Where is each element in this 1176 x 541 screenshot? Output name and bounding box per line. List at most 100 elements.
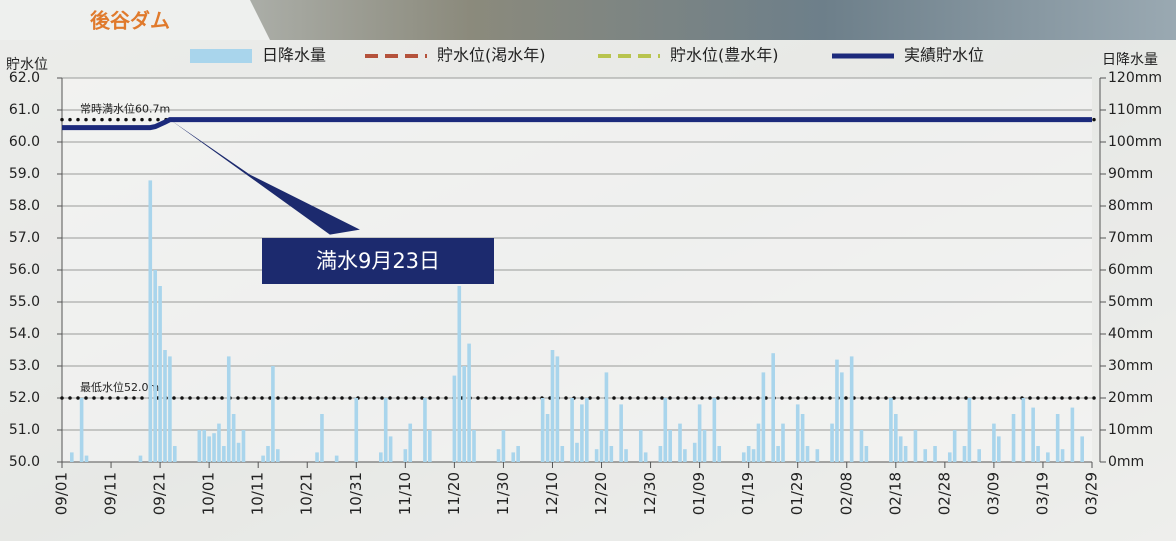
rain-bar (933, 446, 937, 462)
rain-bar (683, 449, 687, 462)
rain-bar (977, 449, 981, 462)
y2-tick-label: 50mm (1108, 294, 1153, 310)
rain-bar (84, 455, 89, 462)
rain-bar (457, 286, 462, 462)
rain-bar (643, 452, 648, 462)
reference-label: 最低水位52.0m (80, 380, 159, 394)
x-tick-label: 11/10 (396, 472, 414, 515)
rain-bar (800, 414, 805, 462)
legend-label: 日降水量 (262, 46, 326, 65)
x-tick-label: 02/08 (837, 472, 855, 515)
rain-bar (864, 446, 869, 462)
rain-bar (741, 452, 746, 462)
level-line (62, 117, 1092, 131)
x-tick-label: 02/18 (886, 472, 904, 515)
y2-tick-label: 110mm (1108, 102, 1162, 118)
x-tick-label: 09/11 (102, 472, 120, 515)
rain-bar (1080, 436, 1084, 462)
y2-tick-label: 100mm (1108, 134, 1162, 150)
rain-bar (158, 286, 162, 462)
rain-bar (678, 423, 682, 462)
y-tick-label: 57.0 (9, 230, 40, 246)
y2-tick-label: 30mm (1108, 358, 1153, 374)
rain-bar (594, 449, 599, 462)
y-tick-label: 60.0 (9, 134, 40, 150)
rain-bar (511, 452, 516, 462)
rain-bar (913, 430, 918, 462)
rain-bar (692, 442, 697, 462)
rain-bar (1046, 452, 1050, 462)
x-tick-label: 12/20 (592, 472, 610, 515)
rain-bar (271, 366, 275, 462)
y2-tick-label: 60mm (1108, 262, 1153, 278)
rain-bar (781, 423, 785, 462)
rain-bar (462, 366, 466, 462)
x-tick-label: 11/30 (494, 472, 512, 515)
rain-bar (952, 430, 957, 462)
x-tick-label: 03/19 (1033, 472, 1051, 515)
rain-bar (830, 423, 834, 462)
y-tick-label: 59.0 (9, 166, 40, 182)
rain-bar (467, 343, 471, 462)
rain-bar (550, 350, 555, 462)
rain-bar (212, 433, 216, 462)
rain-bar (967, 398, 972, 462)
rain-bar (1070, 407, 1075, 462)
y2-tick-label: 80mm (1108, 198, 1153, 214)
rain-bar (903, 446, 908, 462)
rain-bar (388, 436, 393, 462)
rain-bar (761, 372, 766, 462)
rain-bar (717, 446, 722, 462)
y2-tick-label: 20mm (1108, 390, 1153, 406)
rain-bar (604, 372, 609, 462)
rain-bar (241, 430, 246, 462)
rain-bar (423, 398, 427, 462)
rain-bar (712, 398, 717, 462)
rain-bar (835, 359, 839, 462)
rain-bar (795, 404, 800, 462)
y-tick-label: 52.0 (9, 390, 40, 406)
rain-bar (276, 449, 280, 462)
rain-bar (315, 452, 319, 462)
rain-bar (624, 449, 628, 462)
rain-bar (889, 398, 893, 462)
reference-label: 常時満水位60.7m (80, 102, 170, 116)
y2-tick-label: 0mm (1108, 454, 1144, 470)
y-tick-label: 50.0 (9, 454, 40, 470)
legend-swatch (190, 49, 252, 63)
rain-bar (756, 423, 761, 462)
rain-bar (619, 404, 623, 462)
rain-bar (997, 436, 1001, 462)
rain-bar (320, 414, 324, 462)
rain-bar (545, 414, 550, 462)
rain-bar (746, 446, 751, 462)
rain-bar (226, 356, 231, 462)
rain-bar (70, 452, 74, 462)
y2-tick-label: 120mm (1108, 70, 1162, 86)
y2-tick-label: 90mm (1108, 166, 1153, 182)
rain-bar (849, 356, 854, 462)
rain-bar (222, 446, 226, 462)
y-tick-label: 56.0 (9, 262, 40, 278)
rain-bar (668, 430, 672, 462)
rain-bar (776, 446, 780, 462)
x-tick-label: 10/01 (200, 472, 218, 515)
x-tick-label: 01/19 (739, 472, 757, 515)
x-tick-label: 02/28 (935, 472, 953, 515)
rain-bar (261, 455, 265, 462)
title-tab (0, 0, 270, 40)
rain-bar (496, 449, 501, 462)
rain-bar (658, 446, 663, 462)
legend-label: 実績貯水位 (904, 46, 984, 65)
rain-bar (163, 350, 167, 462)
rain-bar (555, 356, 560, 462)
rain-bar (408, 423, 413, 462)
rain-bar (379, 452, 383, 462)
rain-bar (452, 375, 457, 462)
y-axis-label: 貯水位 (6, 57, 48, 73)
x-tick-label: 03/09 (984, 472, 1002, 515)
rain-bar (472, 430, 476, 462)
rain-bar (354, 398, 359, 462)
rain-bar (560, 446, 565, 462)
